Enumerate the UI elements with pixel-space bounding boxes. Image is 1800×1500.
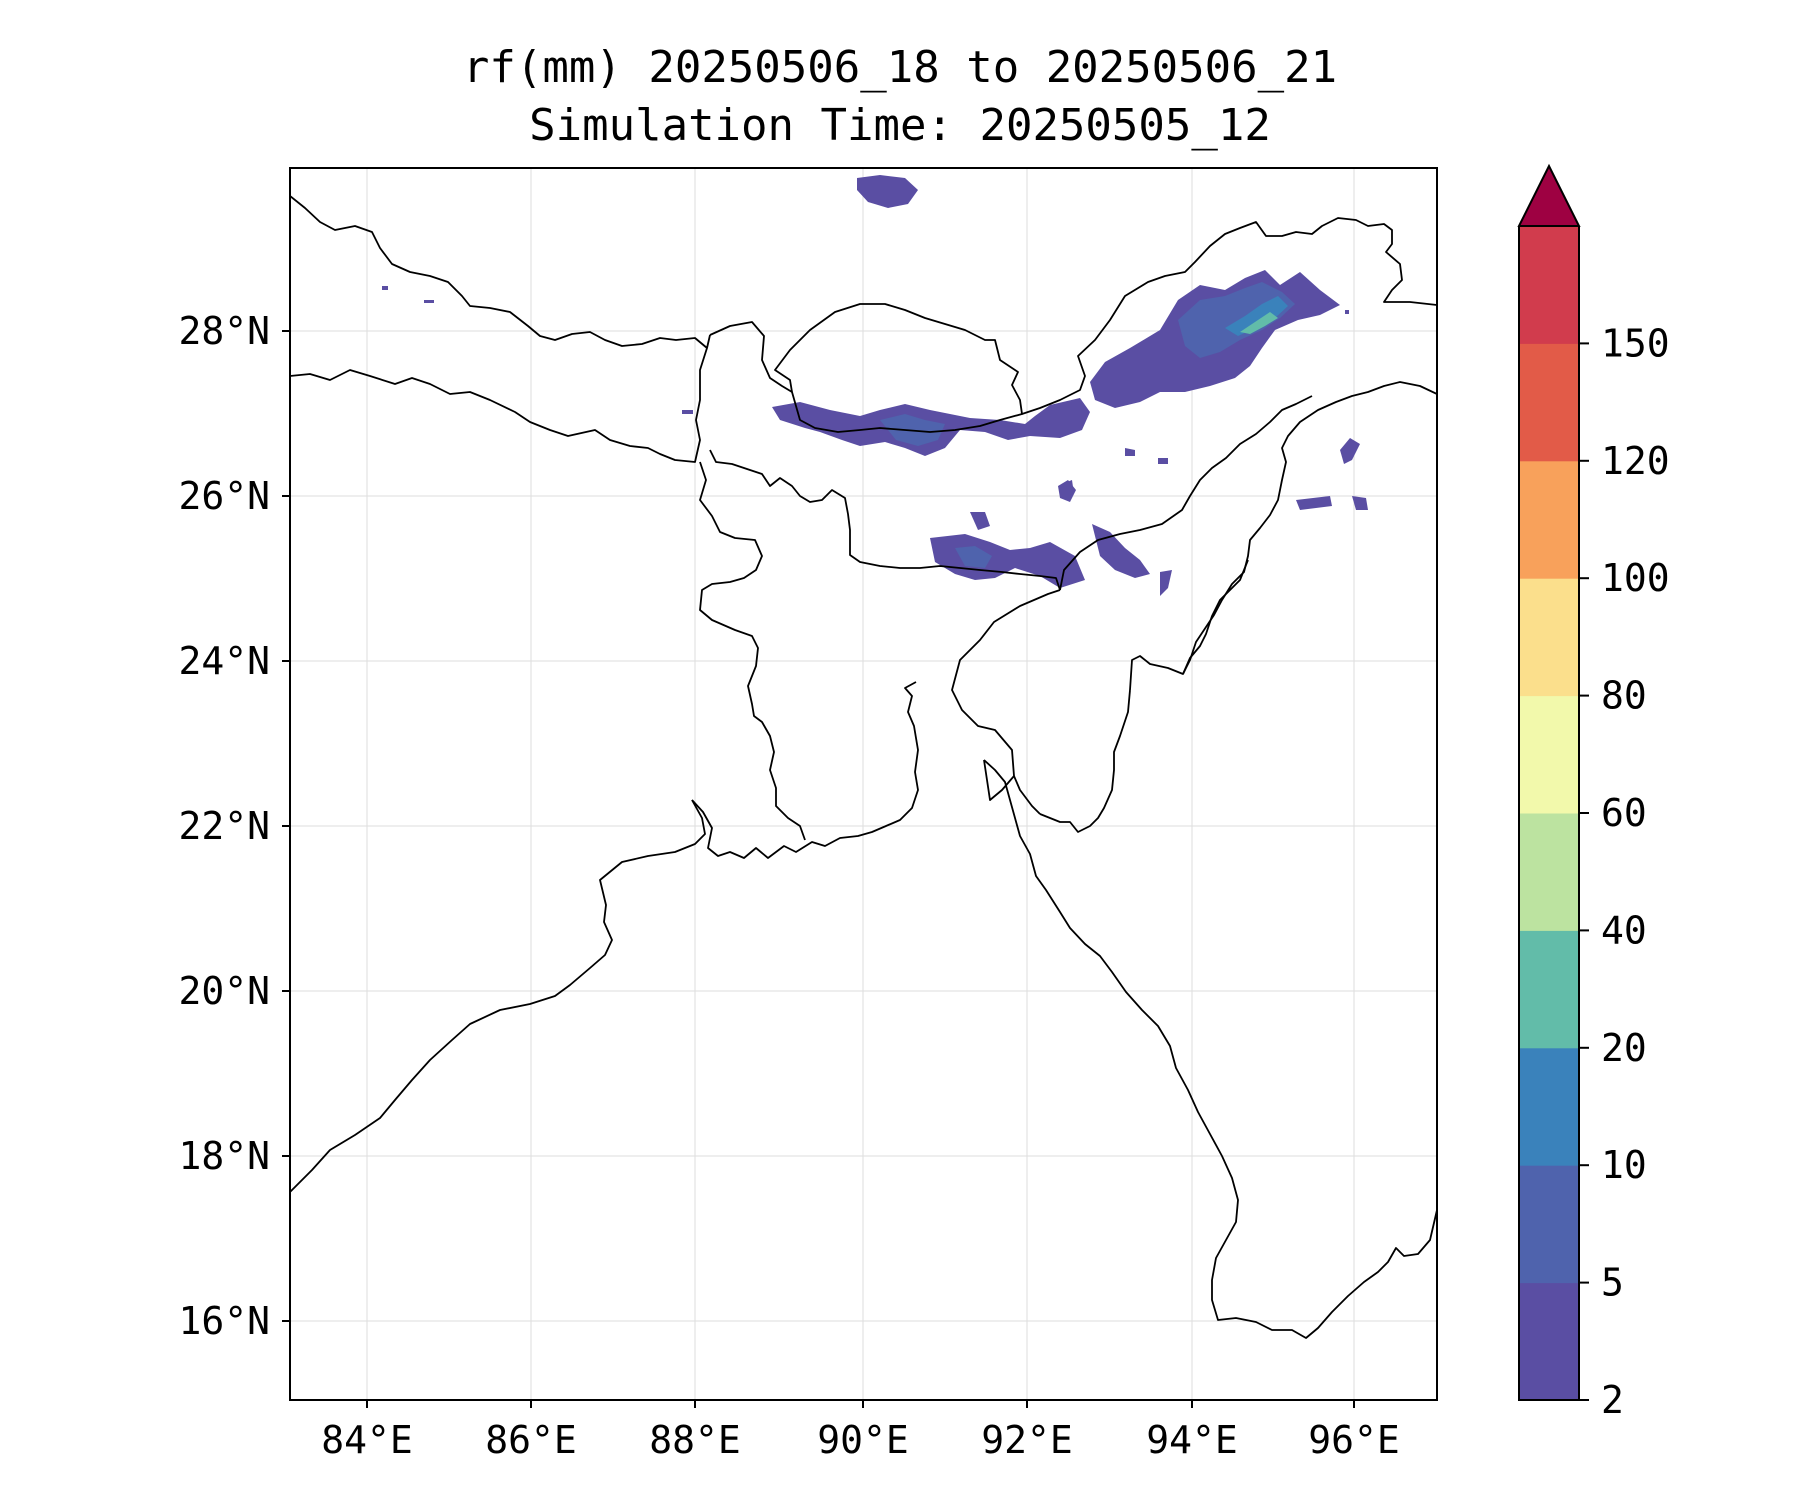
rain-patch-meghalaya-north xyxy=(970,512,990,530)
colorbar-tick-label: 5 xyxy=(1601,1261,1624,1305)
x-tick-label: 86°E xyxy=(485,1418,577,1462)
x-tick-label: 96°E xyxy=(1308,1418,1400,1462)
rain-patch-meghalaya-10 xyxy=(955,546,992,568)
rain-patch-arunachal-20 xyxy=(1225,296,1288,336)
y-tick-label: 26°N xyxy=(178,474,270,518)
chart-subtitle: Simulation Time: 20250505_12 xyxy=(529,100,1271,151)
border-bhutan xyxy=(774,303,1023,433)
border-tripura xyxy=(1013,775,1041,815)
colorbar-segment xyxy=(1519,343,1579,462)
chart-title: rf(mm) 20250506_18 to 20250506_21 xyxy=(462,42,1338,93)
x-tick-label: 84°E xyxy=(321,1418,413,1462)
rain-patch-tibet-speck xyxy=(382,286,388,290)
x-tick-label: 92°E xyxy=(981,1418,1073,1462)
border-nagaland xyxy=(1182,559,1249,675)
rain-patch-nepal-speck xyxy=(682,410,693,414)
rain-patch-arunachal-10 xyxy=(1178,282,1295,358)
colorbar-tick-label: 10 xyxy=(1601,1143,1647,1187)
rain-patch-tibet-speck xyxy=(424,300,434,303)
y-tick-marks xyxy=(282,330,290,1322)
x-tick-label: 88°E xyxy=(649,1418,741,1462)
rain-patch-assam-small xyxy=(1125,448,1135,456)
colorbar-tick-label: 2 xyxy=(1601,1378,1624,1422)
rain-patch-nagaland3 xyxy=(1352,496,1368,510)
y-tick-label: 24°N xyxy=(178,639,270,683)
coastline-india-east xyxy=(290,799,706,1193)
colorbar-segment xyxy=(1519,1047,1579,1166)
coastline-myanmar xyxy=(983,759,1437,1339)
colorbar-segment xyxy=(1519,1282,1579,1401)
x-tick-label: 94°E xyxy=(1146,1418,1238,1462)
border-bangladesh-west xyxy=(699,461,806,841)
y-tick-label: 28°N xyxy=(178,309,270,353)
colorbar-segment xyxy=(1519,578,1579,697)
border-bangladesh-east xyxy=(951,589,1061,801)
border-manipur-myanmar xyxy=(1039,689,1131,833)
coastlines-borders xyxy=(290,195,1437,1339)
x-tick-marks xyxy=(366,1400,1355,1408)
y-tick-label: 16°N xyxy=(178,1299,270,1343)
border-assam xyxy=(1059,395,1313,591)
border-sikkim xyxy=(709,321,793,393)
y-tick-label: 20°N xyxy=(178,969,270,1013)
colorbar-segment xyxy=(1519,695,1579,814)
colorbar-extend-arrow xyxy=(1517,163,1581,227)
x-tick-label: 90°E xyxy=(817,1418,909,1462)
rain-patch-arunachal-40 xyxy=(1240,312,1278,334)
colorbar-tick-label: 40 xyxy=(1601,908,1647,952)
border-bangladesh xyxy=(709,449,1061,591)
rain-patch-meghalaya-north2 xyxy=(1062,480,1074,496)
colorbar-tick-label: 80 xyxy=(1601,674,1647,718)
colorbar-segment xyxy=(1519,930,1579,1049)
colorbar-segment xyxy=(1519,1165,1579,1284)
colorbar-segment xyxy=(1519,226,1579,344)
rain-patch-meghalaya-east2 xyxy=(1160,570,1172,596)
colorbar-tick-label: 60 xyxy=(1601,791,1647,835)
x-tick-labels: 84°E 86°E 88°E 90°E 92°E 94°E 96°E xyxy=(321,1418,1400,1462)
y-tick-label: 22°N xyxy=(178,804,270,848)
border-arunachal-china xyxy=(1021,217,1437,415)
y-tick-labels: 16°N 18°N 20°N 22°N 24°N 26°N 28°N xyxy=(178,309,270,1343)
rain-patch-arunachal-speck xyxy=(1345,310,1349,314)
border-nepal-india xyxy=(290,334,711,463)
border-nepal-china xyxy=(290,195,708,349)
y-tick-label: 18°N xyxy=(178,1134,270,1178)
colorbar: 2 5 10 20 40 60 80 100 120 150 xyxy=(1517,163,1670,1422)
rain-patch-nagaland xyxy=(1340,438,1360,464)
rain-patch-nagaland2 xyxy=(1296,496,1332,510)
coastline-bengal-delta xyxy=(691,681,919,859)
colorbar-tick-label: 100 xyxy=(1601,556,1670,600)
colorbar-tick-label: 20 xyxy=(1601,1026,1647,1070)
colorbar-segment xyxy=(1519,460,1579,579)
rain-patch-assam-small xyxy=(1158,458,1168,464)
rain-patch-tibet xyxy=(857,175,918,208)
colorbar-tick-label: 120 xyxy=(1601,439,1670,483)
colorbar-tick-label: 150 xyxy=(1601,321,1670,365)
colorbar-segment xyxy=(1519,813,1579,931)
